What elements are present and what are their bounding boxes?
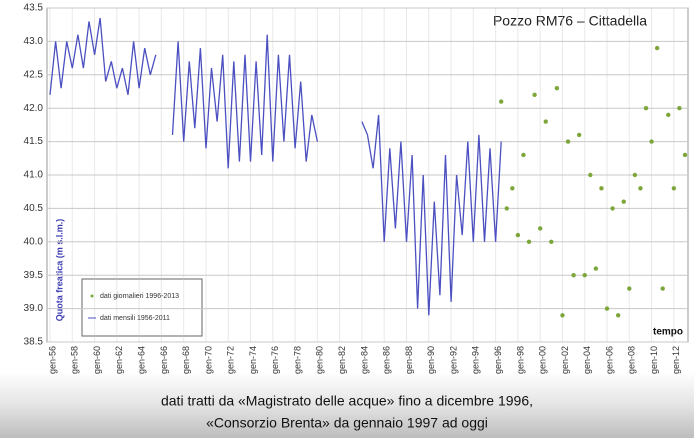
data-point <box>632 172 638 178</box>
y-tick-label: 42.0 <box>24 103 44 114</box>
data-point <box>560 313 565 318</box>
data-point <box>660 286 665 291</box>
caption-line: «Consorzio Brenta» da gennaio 1997 ad og… <box>206 415 488 431</box>
y-tick-label: 38.5 <box>24 337 44 348</box>
legend-label: dati giornalieri 1996-2013 <box>100 293 179 300</box>
x-tick-label: gen-12 <box>671 346 681 374</box>
x-tick-label: gen-80 <box>315 346 325 374</box>
x-tick-label: gen-90 <box>426 346 436 374</box>
y-tick-label: 41.5 <box>24 136 44 147</box>
x-tick-label: gen-56 <box>47 346 57 374</box>
data-point <box>537 226 543 231</box>
x-tick-label: gen-10 <box>649 346 659 374</box>
x-tick-label: gen-96 <box>493 346 503 374</box>
x-tick-label: gen-62 <box>114 346 124 374</box>
y-tick-label: 43.5 <box>24 3 44 14</box>
x-tick-label: gen-98 <box>515 346 525 374</box>
x-tick-label: gen-00 <box>538 346 548 374</box>
y-tick-label: 41.0 <box>24 170 44 181</box>
x-tick-label: gen-82 <box>337 346 347 374</box>
y-tick-label: 40.0 <box>24 236 44 247</box>
y-tick-label: 40.5 <box>24 203 44 214</box>
data-point <box>615 313 621 318</box>
legend-swatch <box>90 294 94 298</box>
x-tick-label: gen-76 <box>270 346 280 374</box>
data-point <box>582 273 587 278</box>
x-tick-label: gen-08 <box>627 346 637 374</box>
legend <box>81 278 203 337</box>
data-point <box>654 45 660 51</box>
x-tick-label: gen-58 <box>70 346 80 374</box>
data-point <box>599 186 604 191</box>
x-tick-label: gen-74 <box>248 346 258 374</box>
data-point <box>588 172 593 178</box>
data-point <box>543 119 548 124</box>
data-point <box>649 139 654 144</box>
data-point <box>638 186 643 191</box>
data-point <box>565 139 571 144</box>
x-tick-label: gen-06 <box>604 346 614 374</box>
legend-label: dati mensili 1956-2011 <box>100 315 170 322</box>
data-point <box>515 232 521 238</box>
x-tick-label: gen-84 <box>359 346 369 374</box>
data-point <box>526 239 532 244</box>
data-point <box>671 186 677 191</box>
data-point <box>532 92 537 98</box>
y-axis-label: Quota freatica (m s.l.m.) <box>54 219 64 322</box>
y-tick-label: 42.5 <box>24 69 44 80</box>
data-point <box>621 199 626 204</box>
y-tick-label: 39.0 <box>24 303 44 314</box>
x-tick-label: gen-70 <box>203 346 213 374</box>
x-tick-label: gen-78 <box>292 346 302 374</box>
data-point <box>571 273 576 278</box>
caption-line: dati tratti da «Magistrato delle acque» … <box>161 393 533 409</box>
x-tick-label: gen-94 <box>471 346 481 374</box>
data-point <box>643 106 649 111</box>
x-tick-label: gen-04 <box>582 346 592 374</box>
x-tick-label: gen-64 <box>136 346 146 374</box>
y-tick-label: 39.5 <box>24 270 44 281</box>
data-line <box>49 17 502 316</box>
footer-background <box>0 372 694 438</box>
data-point <box>549 239 554 244</box>
x-tick-label: gen-68 <box>181 346 191 374</box>
data-point <box>604 306 610 311</box>
data-point <box>504 206 509 211</box>
x-tick-label: gen-86 <box>382 346 392 374</box>
data-point <box>593 266 599 271</box>
x-tick-label: gen-72 <box>226 346 236 374</box>
x-tick-label: gen-66 <box>159 346 169 374</box>
data-point <box>576 132 582 138</box>
x-tick-label: gen-02 <box>560 346 570 374</box>
data-point <box>627 286 632 291</box>
data-point <box>666 112 671 118</box>
chart-title: Pozzo RM76 – Cittadella <box>493 13 647 29</box>
data-point <box>682 152 688 158</box>
data-point <box>554 85 560 91</box>
data-point <box>510 186 515 191</box>
data-point <box>498 99 504 104</box>
data-point <box>677 106 682 111</box>
y-tick-label: 43.0 <box>24 36 44 47</box>
x-tick-label: gen-60 <box>92 346 102 374</box>
data-point <box>521 152 526 158</box>
x-tick-label: gen-88 <box>404 346 414 374</box>
x-tick-label: gen-92 <box>448 346 458 374</box>
x-axis-label: tempo <box>653 327 683 338</box>
data-point <box>610 206 615 211</box>
